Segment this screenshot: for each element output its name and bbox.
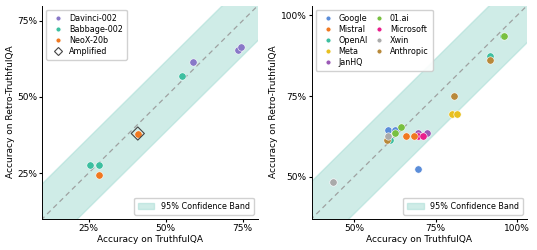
Point xyxy=(237,45,245,49)
Point xyxy=(397,125,405,129)
Point xyxy=(329,180,337,184)
Point xyxy=(413,131,422,135)
Point xyxy=(390,131,399,135)
Point xyxy=(189,60,198,64)
Point xyxy=(498,34,507,38)
Point xyxy=(418,134,427,138)
Point xyxy=(448,112,456,116)
Point xyxy=(485,54,494,58)
Point xyxy=(500,34,509,38)
Point xyxy=(413,167,422,171)
Point xyxy=(86,164,95,168)
X-axis label: Accuracy on TruthfulQA: Accuracy on TruthfulQA xyxy=(97,236,203,244)
Point xyxy=(449,94,458,98)
Point xyxy=(134,132,142,136)
Point xyxy=(234,48,242,52)
Point xyxy=(95,164,104,168)
Point xyxy=(402,134,411,138)
Y-axis label: Accuracy on Retro-TruthfulQA: Accuracy on Retro-TruthfulQA xyxy=(269,46,278,178)
Point xyxy=(390,128,399,132)
Point xyxy=(134,132,142,136)
Point xyxy=(386,138,394,142)
Y-axis label: Accuracy on Retro-TruthfulQA: Accuracy on Retro-TruthfulQA xyxy=(5,46,14,178)
Point xyxy=(382,138,391,142)
Point xyxy=(384,128,393,132)
Point xyxy=(423,131,432,135)
Point xyxy=(413,134,422,138)
Legend: 95% Confidence Band: 95% Confidence Band xyxy=(403,198,523,215)
Point xyxy=(384,134,393,138)
Point xyxy=(329,180,337,184)
Point xyxy=(410,134,419,138)
Point xyxy=(485,58,494,62)
Point xyxy=(178,74,187,78)
X-axis label: Accuracy on TruthfulQA: Accuracy on TruthfulQA xyxy=(366,236,473,244)
Point xyxy=(453,112,461,116)
Point xyxy=(95,173,104,177)
Legend: 95% Confidence Band: 95% Confidence Band xyxy=(134,198,254,215)
